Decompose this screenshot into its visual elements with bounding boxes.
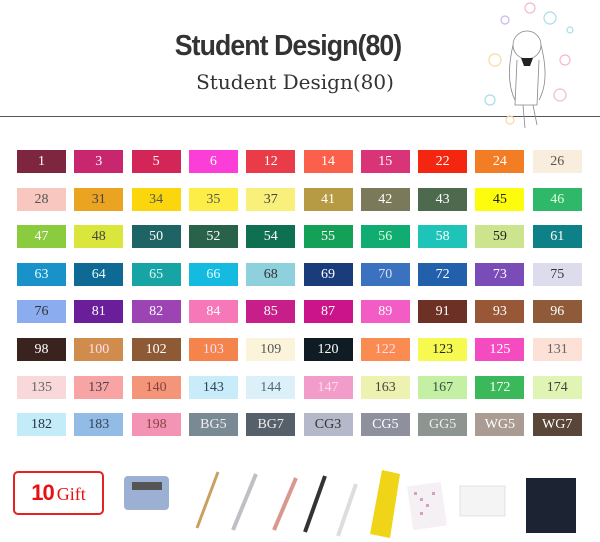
color-swatch: 135 [17,375,66,399]
color-swatch: 68 [246,262,296,286]
color-swatch: 172 [475,375,525,399]
color-swatch: 41 [303,187,353,211]
color-swatch: 70 [360,262,410,286]
color-swatch: 34 [131,187,181,211]
color-swatch: 56 [360,225,410,249]
color-swatch: 81 [74,300,124,324]
color-swatch: 140 [131,375,181,399]
color-swatch: 85 [246,300,296,324]
color-swatch: 35 [188,187,238,211]
color-swatch: WG7 [532,413,582,437]
color-swatch: 122 [360,338,410,361]
color-swatch: 96 [532,300,582,324]
sharpener-image [124,476,169,510]
color-swatch: BG7 [246,413,296,437]
color-swatch: 63 [17,262,66,286]
gift-count: 10 [31,480,55,505]
white-pen-image [336,483,358,537]
color-swatch: 182 [17,413,66,437]
color-swatch: 55 [303,225,353,249]
color-swatch: 100 [74,338,124,361]
color-swatch: 15 [360,150,410,173]
color-swatch: 183 [74,413,124,437]
color-swatch: 66 [188,262,238,286]
color-swatch: 198 [131,413,181,437]
color-swatch: 93 [475,300,525,324]
color-swatch: 61 [532,225,582,249]
color-swatch: 31 [74,187,124,211]
color-swatch: 120 [303,338,353,361]
carrying-bag-image [526,478,576,533]
gift-label: Gift [56,484,86,504]
sticker-sheet-image [407,481,447,531]
pencil-image [195,471,220,529]
color-swatch: 52 [188,225,238,249]
color-swatch: 143 [188,375,238,399]
color-swatch: 72 [418,262,468,286]
color-swatch: 47 [17,225,66,249]
color-swatch: 59 [475,225,525,249]
color-swatch: 3 [74,150,124,173]
color-swatch: 12 [246,150,296,173]
page-title: Student Design(80) [174,30,402,62]
color-swatch: 54 [246,225,296,249]
color-swatch: BG5 [188,413,238,437]
color-swatch: 45 [475,187,525,211]
marker-pen-image [303,475,327,533]
color-chart-card-image [459,485,506,517]
color-swatch: 103 [188,338,238,361]
color-swatch: GG5 [418,413,468,437]
color-swatch: 69 [303,262,353,286]
color-swatch: 22 [418,150,468,173]
color-swatch: 1 [17,150,66,173]
color-swatch: WG5 [475,413,525,437]
illustration-girl-with-bubbles [484,2,574,129]
color-swatch: 73 [475,262,525,286]
color-swatch: 167 [418,375,468,399]
color-swatch: CG5 [360,413,410,437]
color-swatch: 43 [418,187,468,211]
color-swatch: 42 [360,187,410,211]
color-swatch: 147 [303,375,353,399]
color-swatch: 28 [17,187,66,211]
color-swatch: 26 [532,150,582,173]
divider [0,116,600,117]
pencil-case-image [370,470,400,538]
color-swatch: 137 [74,375,124,399]
pencil-image [231,473,258,531]
color-swatch: 144 [246,375,296,399]
color-swatch: 37 [246,187,296,211]
color-swatch: 64 [74,262,124,286]
color-swatch: 89 [360,300,410,324]
color-swatch: 98 [17,338,66,361]
color-swatch: 91 [418,300,468,324]
color-swatch: CG3 [303,413,353,437]
color-swatch: 48 [74,225,124,249]
color-swatch: 123 [418,338,468,361]
color-swatch: 82 [131,300,181,324]
color-swatch: 65 [131,262,181,286]
page-subtitle: Student Design(80) [196,70,394,94]
gift-badge: 10 Gift [13,471,104,515]
color-swatch: 6 [188,150,238,173]
color-swatch: 109 [246,338,296,361]
color-swatch: 75 [532,262,582,286]
color-swatch: 24 [475,150,525,173]
color-swatch: 102 [131,338,181,361]
color-swatch: 174 [532,375,582,399]
color-swatch: 50 [131,225,181,249]
color-swatch: 87 [303,300,353,324]
color-swatch: 125 [475,338,525,361]
color-swatch: 14 [303,150,353,173]
color-swatch: 131 [532,338,582,361]
pencil-image [272,477,298,531]
color-swatch: 76 [17,300,66,324]
color-swatch: 163 [360,375,410,399]
color-swatch: 58 [418,225,468,249]
color-swatch: 5 [131,150,181,173]
color-swatch: 84 [188,300,238,324]
gift-accessories [124,470,576,538]
color-swatch: 46 [532,187,582,211]
